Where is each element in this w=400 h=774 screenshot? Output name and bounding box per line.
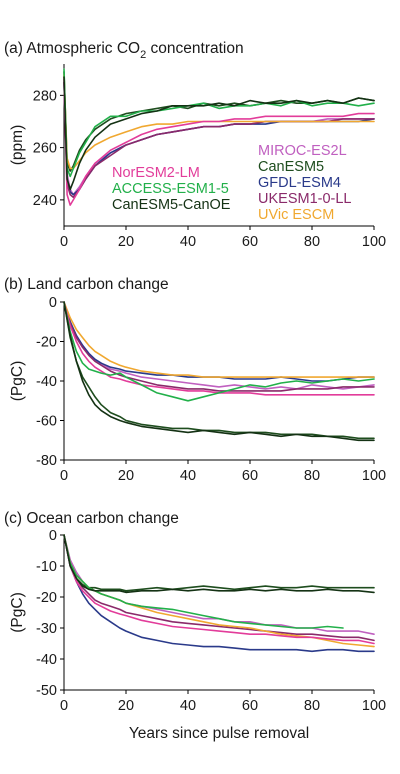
x-tick-label: 60 xyxy=(242,468,258,484)
panel-title: (c) Ocean carbon change xyxy=(4,510,179,527)
legend-entry: MIROC-ES2L xyxy=(258,143,347,159)
series-canesm5-canoe xyxy=(64,77,374,189)
y-tick-label: 0 xyxy=(49,295,57,311)
x-tick-label: 20 xyxy=(118,234,134,250)
y-tick-label: 280 xyxy=(33,88,57,104)
series-canesm5-canoe xyxy=(64,535,374,592)
legend-entry: CanESM5-CanOE xyxy=(112,197,231,213)
y-tick-label: -10 xyxy=(36,559,57,575)
x-tick-label: 100 xyxy=(362,234,386,250)
x-tick-label: 80 xyxy=(304,234,320,250)
legend-entry: CanESM5 xyxy=(258,159,324,175)
x-tick-label: 20 xyxy=(118,698,134,714)
series-gfdl-esm4 xyxy=(64,535,374,651)
x-tick-label: 100 xyxy=(362,698,386,714)
series-uvic-escm xyxy=(64,302,374,377)
series-access-esm1-5 xyxy=(64,69,374,176)
series-canesm5 xyxy=(64,535,374,591)
y-tick-label: 240 xyxy=(33,193,57,209)
panel-a: (a) Atmospheric CO2 concentration 240 260 2… xyxy=(4,40,386,250)
y-axis-label: (PgC) xyxy=(9,361,26,401)
legend-entry: UVic ESCM xyxy=(258,207,334,223)
x-tick-label: 20 xyxy=(118,468,134,484)
series-access-esm1-5 xyxy=(64,535,343,628)
y-tick-label: -30 xyxy=(36,621,57,637)
y-tick-label: -60 xyxy=(36,414,57,430)
y-tick-label: -40 xyxy=(36,652,57,668)
x-tick-label: 60 xyxy=(242,698,258,714)
panel-c: (c) Ocean carbon change0-10-20-30-40-500… xyxy=(4,510,386,742)
x-axis-label: Years since pulse removal xyxy=(129,725,309,742)
x-tick-label: 40 xyxy=(180,468,196,484)
y-tick-label: -20 xyxy=(36,590,57,606)
panel-title: (b) Land carbon change xyxy=(4,276,169,293)
x-tick-label: 100 xyxy=(362,468,386,484)
legend-entry: NorESM2-LM xyxy=(112,165,200,181)
legend-entry: ACCESS-ESM1-5 xyxy=(112,181,229,197)
x-tick-label: 0 xyxy=(60,698,68,714)
y-axis-label: (ppm) xyxy=(9,125,26,165)
x-tick-label: 0 xyxy=(60,468,68,484)
y-tick-label: -20 xyxy=(36,335,57,351)
series-access-esm1-5 xyxy=(64,302,374,401)
y-axis-label: (PgC) xyxy=(9,592,26,632)
series-canesm5 xyxy=(64,302,374,438)
x-tick-label: 80 xyxy=(304,468,320,484)
x-tick-label: 80 xyxy=(304,698,320,714)
x-tick-label: 40 xyxy=(180,234,196,250)
y-tick-label: -50 xyxy=(36,683,57,699)
y-tick-label: 260 xyxy=(33,141,57,157)
y-tick-label: -80 xyxy=(36,453,57,469)
x-tick-label: 0 xyxy=(60,234,68,250)
y-tick-label: 0 xyxy=(49,528,57,544)
x-tick-label: 60 xyxy=(242,234,258,250)
panel-title: (a) Atmospheric CO2 concentration xyxy=(4,40,244,61)
title-suffix: concentration xyxy=(146,40,243,57)
y-tick-label: -40 xyxy=(36,374,57,390)
x-tick-label: 40 xyxy=(180,698,196,714)
legend-entry: UKESM1-0-LL xyxy=(258,191,351,207)
legend-entry: GFDL-ESM4 xyxy=(258,175,341,191)
